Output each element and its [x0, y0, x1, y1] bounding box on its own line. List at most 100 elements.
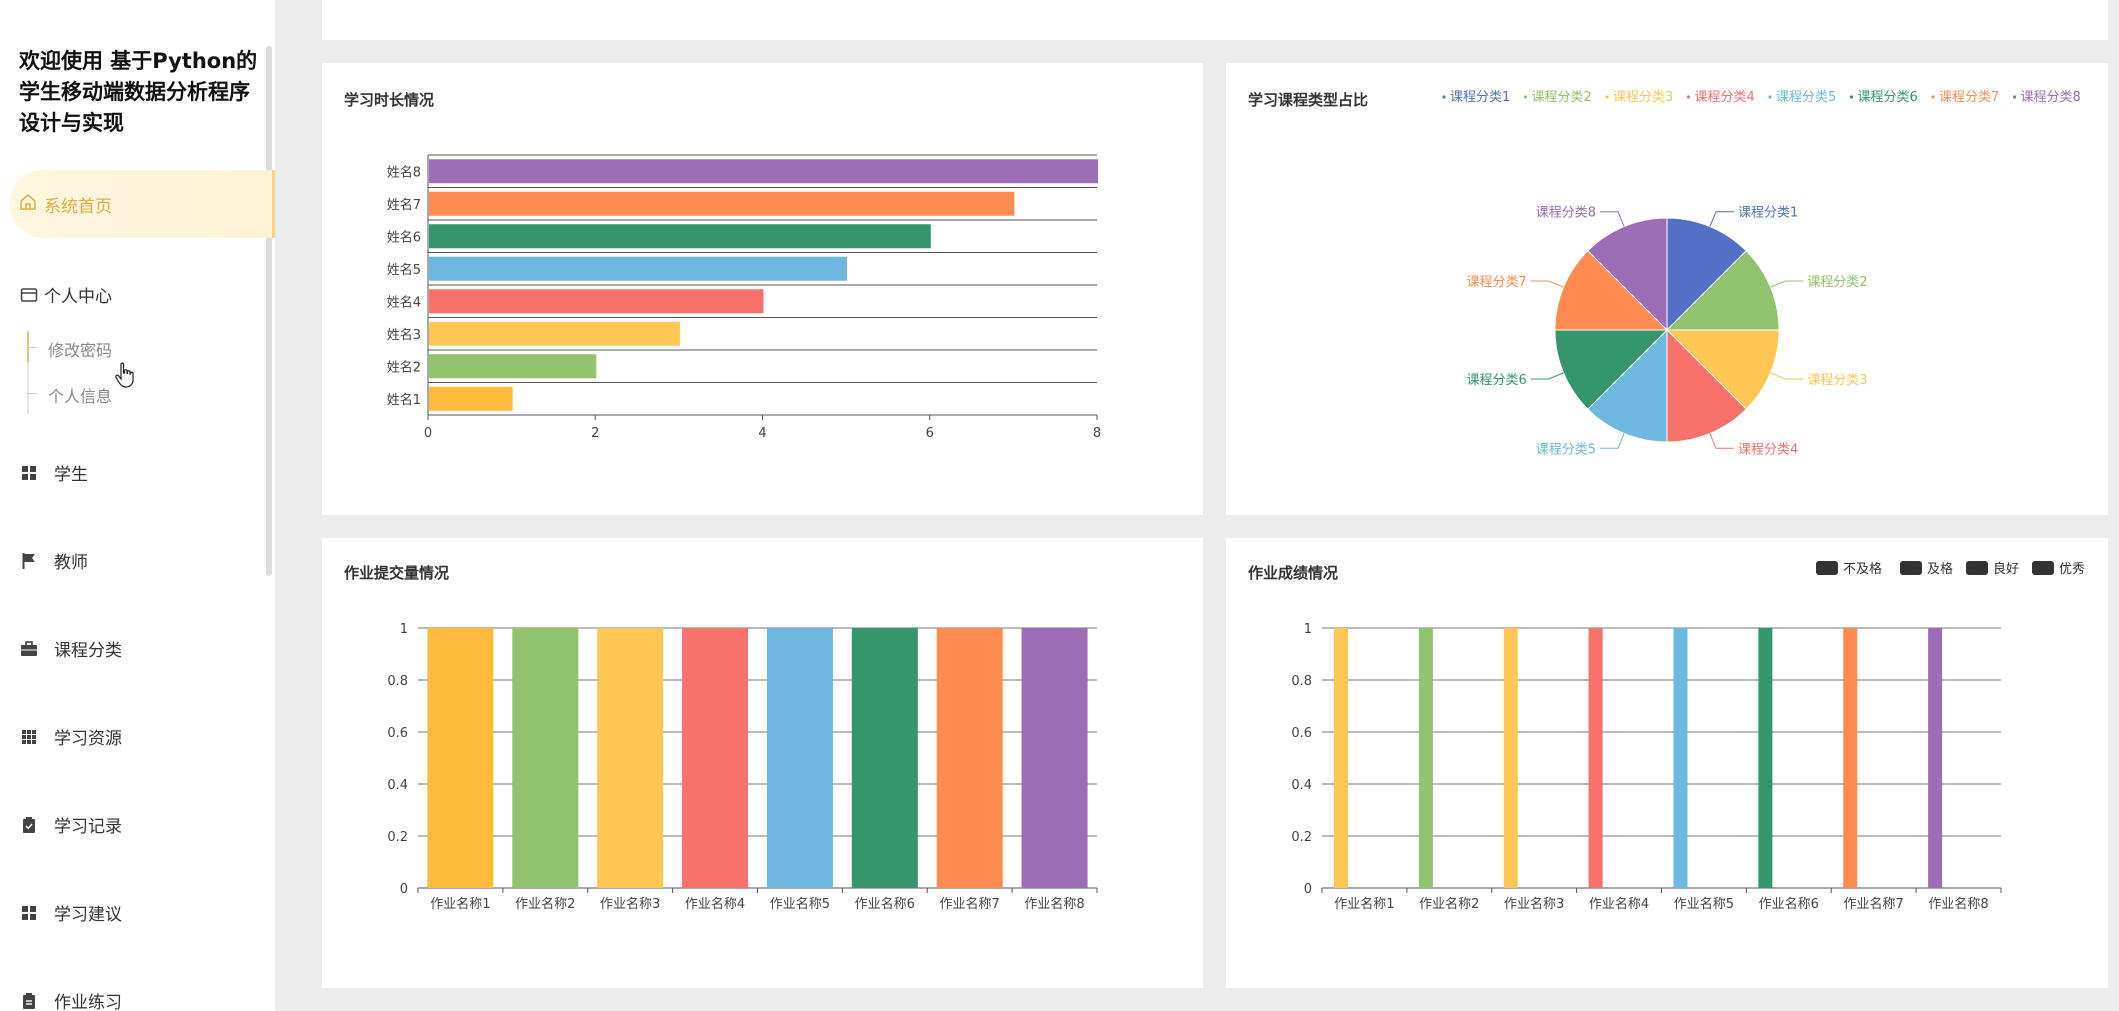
- bar: [1843, 628, 1858, 888]
- homework-submission-card: 作业提交量情况 0 0.2 0.4 0.6 0.8 1 作业名称1 作业名称2 作业名称3 作业名…: [322, 538, 1203, 988]
- sidebar-item-label: 学生: [54, 465, 88, 485]
- pie-label: 课程分类3: [1807, 373, 1867, 388]
- x-tick-label: 作业名称4: [1589, 896, 1649, 912]
- y-tick-label: 姓名2: [387, 359, 421, 375]
- bar: [1928, 628, 1943, 888]
- y-tick-label: 0.2: [387, 830, 408, 845]
- pie-label-line: [1600, 433, 1625, 449]
- legend-label: 优秀: [2059, 562, 2085, 577]
- bar: [1334, 628, 1348, 888]
- y-tick-label: 0.8: [387, 674, 408, 689]
- x-tick-label: 作业名称3: [600, 896, 660, 912]
- x-tick-label: 作业名称5: [1674, 896, 1734, 912]
- x-tick-label: 作业名称2: [515, 896, 575, 912]
- pie-label-line: [1709, 211, 1734, 227]
- sidebar-item-label: 教师: [54, 553, 88, 573]
- legend-swatch: [1966, 561, 1988, 575]
- bar: [1418, 628, 1433, 888]
- y-tick-label: 1: [1304, 622, 1312, 637]
- x-tick-label: 2: [591, 426, 599, 441]
- briefcase-icon: [18, 638, 40, 660]
- pie-label: 课程分类6: [1466, 373, 1526, 388]
- pie-label-line: [1600, 211, 1625, 227]
- sidebar-item-label: 学习资源: [54, 729, 122, 749]
- flag-icon: [18, 550, 40, 572]
- app-title-line: 欢迎使用 基于Python的: [19, 49, 258, 73]
- hand-cursor-icon: [115, 362, 135, 392]
- homework-submission-chart: 0 0.2 0.4 0.6 0.8 1 作业名称1 作业名称2 作业名称3 作业名称4 作业名称5 作…: [387, 622, 1098, 912]
- y-tick-label: 姓名8: [387, 164, 421, 180]
- sidebar-subitem-personal-info[interactable]: 个人信息: [48, 387, 113, 406]
- y-tick-label: 姓名4: [387, 294, 421, 310]
- y-tick-label: 0.4: [387, 778, 408, 793]
- sidebar-item-learning-records[interactable]: 学习记录: [18, 812, 122, 837]
- study-duration-chart: 姓名1 姓名2 姓名3 姓名4 姓名5 姓名6 姓名7 姓名8 0 2 4 6 8: [387, 154, 1101, 441]
- bar: [429, 321, 680, 346]
- x-tick-label: 8: [1093, 426, 1101, 441]
- bar: [851, 628, 918, 888]
- y-tick-label: 0.8: [1291, 674, 1312, 689]
- sidebar-item-homework[interactable]: 作业练习: [18, 988, 122, 1011]
- legend-label: 课程分类6: [1858, 90, 1918, 105]
- sidebar-item-label: 个人中心: [44, 287, 112, 307]
- app-title: 欢迎使用 基于Python的 学生移动端数据分析程序 设计与实现: [19, 46, 259, 139]
- sidebar-scrollbar[interactable]: [266, 46, 272, 576]
- legend-label: 课程分类1: [1450, 90, 1510, 105]
- legend-label: 课程分类7: [1939, 90, 1999, 105]
- bar: [1021, 628, 1088, 888]
- pie-label: 课程分类2: [1807, 275, 1867, 290]
- sidebar-item-teachers[interactable]: 教师: [18, 548, 88, 573]
- y-tick-label: 姓名7: [387, 197, 421, 213]
- sidebar-item-personal-center[interactable]: 个人中心: [18, 282, 112, 307]
- x-tick-label: 作业名称1: [1334, 896, 1394, 912]
- pie-label-line: [1709, 433, 1734, 449]
- bar: [1673, 628, 1688, 888]
- sidebar-subitem-change-password[interactable]: 修改密码: [48, 341, 113, 360]
- bar: [429, 354, 597, 379]
- submenu-dash: [27, 393, 37, 394]
- x-tick-label: 作业名称6: [1759, 896, 1819, 912]
- y-tick-label: 姓名1: [387, 392, 421, 408]
- bar: [682, 628, 749, 888]
- chart-title: 作业提交量情况: [344, 564, 450, 582]
- legend-label: 课程分类3: [1613, 90, 1673, 105]
- course-type-card: 学习课程类型占比 课程分类1 课程分类2 课程分类3 课程分类4 课程分类5 课程分类6 课…: [1226, 63, 2108, 515]
- y-tick-label: 姓名5: [387, 262, 421, 278]
- grid-icon: [18, 462, 40, 484]
- sidebar-item-students[interactable]: 学生: [18, 460, 88, 485]
- pie-label-line: [1770, 372, 1804, 380]
- y-tick-label: 0.4: [1291, 778, 1312, 793]
- grid-icon: [18, 902, 40, 924]
- y-tick-label: 姓名6: [387, 229, 421, 245]
- legend-label: 不及格: [1843, 561, 1882, 577]
- sidebar-item-course-categories[interactable]: 课程分类: [18, 636, 122, 661]
- sidebar-item-learning-resources[interactable]: 学习资源: [18, 724, 122, 749]
- x-tick-label: 作业名称7: [940, 896, 1000, 912]
- legend-dot: [1523, 95, 1528, 99]
- bar: [512, 628, 579, 888]
- bar: [429, 289, 764, 314]
- sidebar-item-learning-advice[interactable]: 学习建议: [18, 900, 122, 925]
- x-tick-label: 作业名称2: [1419, 896, 1479, 912]
- clipboard-icon: [18, 990, 40, 1011]
- x-tick-label: 作业名称3: [1504, 896, 1564, 912]
- x-tick-label: 4: [758, 426, 766, 441]
- pie-label: 课程分类1: [1738, 206, 1798, 221]
- legend-swatch: [1816, 561, 1838, 575]
- legend-label: 课程分类4: [1695, 90, 1755, 105]
- sidebar-item-label: 作业练习: [54, 993, 122, 1011]
- legend-dot: [1686, 95, 1691, 99]
- y-tick-label: 0: [400, 882, 408, 897]
- pie-label: 课程分类7: [1466, 275, 1526, 290]
- pie-label-line: [1770, 280, 1804, 288]
- home-icon: [18, 192, 38, 216]
- legend-dot: [1768, 95, 1772, 99]
- submenu-line: [27, 330, 29, 414]
- legend-swatch: [1900, 561, 1922, 575]
- sidebar-item-label: 课程分类: [54, 641, 122, 661]
- x-tick-label: 作业名称5: [770, 896, 830, 912]
- sidebar-item-label: 系统首页: [44, 196, 112, 217]
- app-title-line: 设计与实现: [19, 111, 124, 135]
- y-tick-label: 1: [400, 622, 408, 637]
- sidebar-item-home[interactable]: 系统首页: [10, 170, 275, 238]
